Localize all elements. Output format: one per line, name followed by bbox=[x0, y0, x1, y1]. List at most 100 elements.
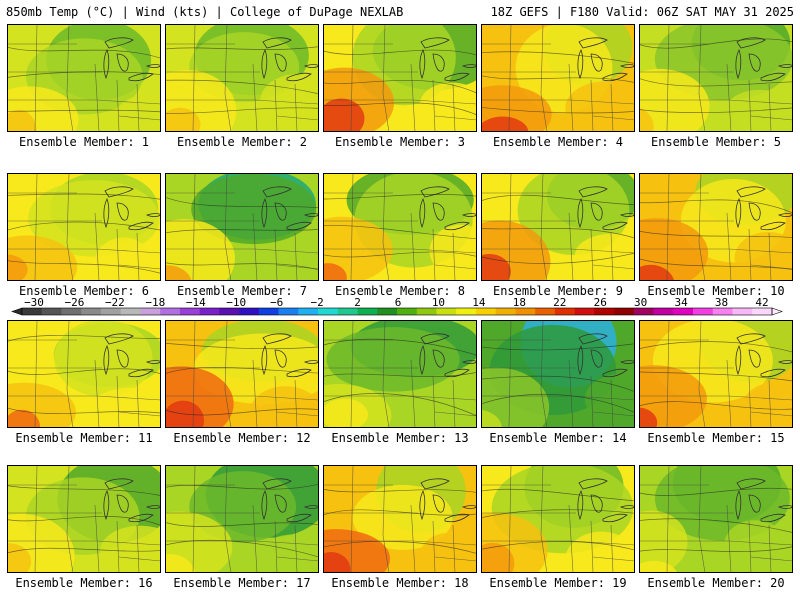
ensemble-map-panel bbox=[165, 465, 319, 573]
colorbar-segment bbox=[179, 308, 200, 315]
temperature-map bbox=[323, 320, 477, 428]
colorbar-tick-label: 18 bbox=[513, 296, 526, 309]
ensemble-map-panel bbox=[481, 465, 635, 573]
ensemble-map-panel bbox=[481, 320, 635, 428]
colorbar-segment bbox=[633, 308, 654, 315]
temperature-map bbox=[7, 320, 161, 428]
colorbar-segment bbox=[199, 308, 220, 315]
ensemble-map-panel bbox=[481, 173, 635, 281]
ensemble-map-panel bbox=[323, 465, 477, 573]
ensemble-member-label: Ensemble Member: 5 bbox=[650, 135, 782, 149]
temperature-map bbox=[165, 320, 319, 428]
colorbar-tick-label: −30 bbox=[24, 296, 44, 309]
temperature-map bbox=[165, 173, 319, 281]
ensemble-member-label: Ensemble Member: 16 bbox=[15, 576, 153, 590]
colorbar-segment bbox=[41, 308, 62, 315]
ensemble-map-panel bbox=[7, 465, 161, 573]
colorbar-segment bbox=[535, 308, 556, 315]
colorbar-segment bbox=[712, 308, 733, 315]
temperature-map bbox=[7, 24, 161, 132]
ensemble-member-label: Ensemble Member: 17 bbox=[173, 576, 311, 590]
temperature-map bbox=[639, 465, 793, 573]
temperature-map bbox=[165, 24, 319, 132]
temperature-map bbox=[165, 465, 319, 573]
ensemble-map-panel bbox=[481, 24, 635, 132]
colorbar-segment bbox=[732, 308, 753, 315]
colorbar-right-arrow bbox=[771, 307, 783, 316]
colorbar-tick-label: −26 bbox=[65, 296, 85, 309]
colorbar-tick-label: 22 bbox=[553, 296, 566, 309]
colorbar-segment bbox=[752, 308, 773, 315]
colorbar-segment bbox=[397, 308, 418, 315]
temperature-map bbox=[7, 465, 161, 573]
temperature-map bbox=[323, 173, 477, 281]
map-title: 850mb Temp (°C) | Wind (kts) | College o… bbox=[6, 5, 404, 19]
colorbar-tick-label: 30 bbox=[634, 296, 647, 309]
ensemble-member-label: Ensemble Member: 3 bbox=[334, 135, 466, 149]
colorbar-segment bbox=[673, 308, 694, 315]
colorbar-segment bbox=[416, 308, 437, 315]
ensemble-member-label: Ensemble Member: 15 bbox=[647, 431, 785, 445]
ensemble-member-label: Ensemble Member: 1 bbox=[18, 135, 150, 149]
ensemble-member-label: Ensemble Member: 14 bbox=[489, 431, 627, 445]
temperature-map bbox=[639, 24, 793, 132]
colorbar-segment bbox=[22, 308, 43, 315]
colorbar-segment bbox=[693, 308, 714, 315]
temperature-map bbox=[639, 320, 793, 428]
colorbar-segment bbox=[140, 308, 161, 315]
colorbar-tick-label: −14 bbox=[186, 296, 206, 309]
colorbar-tick-label: −10 bbox=[226, 296, 246, 309]
colorbar-segment bbox=[100, 308, 121, 315]
ensemble-map-panel bbox=[323, 320, 477, 428]
colorbar-segment bbox=[219, 308, 240, 315]
ensemble-member-label: Ensemble Member: 7 bbox=[176, 284, 308, 298]
ensemble-map-panel bbox=[639, 24, 793, 132]
valid-time: 18Z GEFS | F180 Valid: 06Z SAT MAY 31 20… bbox=[490, 5, 794, 19]
temperature-map bbox=[481, 465, 635, 573]
colorbar-segment bbox=[653, 308, 674, 315]
colorbar-segment bbox=[258, 308, 279, 315]
temperature-colorbar: −30 −26 −22 −18 −14 −10 −6 −2 2 6 10 14 18 22 26 30 34 38… bbox=[11, 296, 783, 316]
colorbar-tick-label: 2 bbox=[354, 296, 361, 309]
ensemble-member-label: Ensemble Member: 13 bbox=[331, 431, 469, 445]
temperature-map bbox=[481, 173, 635, 281]
ensemble-member-label: Ensemble Member: 2 bbox=[176, 135, 308, 149]
colorbar-segment bbox=[298, 308, 319, 315]
colorbar-tick-label: 34 bbox=[674, 296, 688, 309]
colorbar-tick-label: −2 bbox=[310, 296, 323, 309]
colorbar-left-arrow bbox=[11, 307, 23, 316]
ensemble-member-label: Ensemble Member: 12 bbox=[173, 431, 311, 445]
colorbar-segment bbox=[61, 308, 82, 315]
colorbar-segment bbox=[120, 308, 141, 315]
ensemble-map-panel bbox=[639, 320, 793, 428]
ensemble-map-panel bbox=[323, 173, 477, 281]
ensemble-member-label: Ensemble Member: 10 bbox=[647, 284, 785, 298]
ensemble-member-label: Ensemble Member: 9 bbox=[492, 284, 624, 298]
ensemble-map-panel bbox=[165, 320, 319, 428]
temperature-map bbox=[323, 24, 477, 132]
colorbar-segment bbox=[357, 308, 378, 315]
colorbar-tick-label: −18 bbox=[145, 296, 165, 309]
ensemble-map-panel bbox=[165, 24, 319, 132]
ensemble-member-label: Ensemble Member: 8 bbox=[334, 284, 466, 298]
colorbar-segment bbox=[574, 308, 595, 315]
colorbar-tick-label: −6 bbox=[270, 296, 283, 309]
ensemble-map-panel bbox=[639, 173, 793, 281]
ensemble-member-label: Ensemble Member: 4 bbox=[492, 135, 624, 149]
temperature-map bbox=[481, 320, 635, 428]
colorbar-segment bbox=[594, 308, 615, 315]
colorbar-segment bbox=[554, 308, 575, 315]
ensemble-map-panel bbox=[639, 465, 793, 573]
colorbar-segment bbox=[475, 308, 496, 315]
temperature-map bbox=[7, 173, 161, 281]
ensemble-member-label: Ensemble Member: 20 bbox=[647, 576, 785, 590]
ensemble-member-label: Ensemble Member: 19 bbox=[489, 576, 627, 590]
colorbar-segment bbox=[318, 308, 339, 315]
colorbar-segment bbox=[377, 308, 398, 315]
colorbar-segment bbox=[81, 308, 102, 315]
colorbar-segment bbox=[495, 308, 516, 315]
ensemble-map-panel bbox=[323, 24, 477, 132]
colorbar-segment bbox=[239, 308, 260, 315]
ensemble-member-label: Ensemble Member: 6 bbox=[18, 284, 150, 298]
colorbar-tick-label: −22 bbox=[105, 296, 125, 309]
